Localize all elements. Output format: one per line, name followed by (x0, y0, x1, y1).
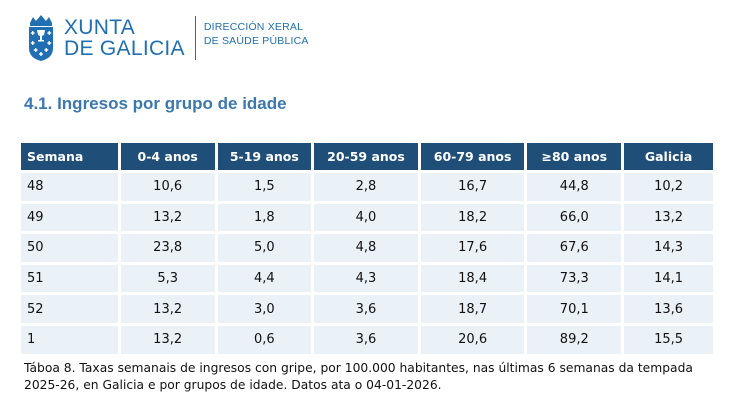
table-cell: 3,6 (314, 325, 418, 354)
xunta-wordmark: XUNTA DE GALICIA (64, 17, 185, 59)
table-cell: 48 (21, 173, 118, 201)
table-cell: 14,3 (624, 234, 713, 262)
logo-divider (194, 16, 196, 60)
table-row: 50 23,8 5,0 4,8 17,6 67,6 14,3 (21, 234, 713, 262)
table-cell: 44,8 (527, 173, 622, 201)
table-cell: 4,8 (314, 234, 418, 262)
table-cell: 89,2 (527, 325, 622, 354)
table-cell: 15,5 (624, 325, 713, 354)
table-cell: 17,6 (420, 234, 525, 262)
table-cell: 49 (21, 203, 118, 232)
table-cell: 73,3 (527, 264, 622, 293)
table-cell: 1 (21, 325, 118, 354)
column-header: 5-19 anos (217, 143, 312, 170)
table-cell: 13,6 (624, 295, 713, 323)
table-caption: Táboa 8. Taxas semanais de ingresos con … (24, 361, 693, 392)
table-cell: 13,2 (624, 203, 713, 232)
table-cell: 2,8 (314, 173, 418, 201)
column-header: 60-79 anos (420, 143, 525, 170)
table-cell: 5,0 (217, 234, 312, 262)
table-cell: 16,7 (420, 173, 525, 201)
table-cell: 18,2 (420, 203, 525, 232)
table-row: 49 13,2 1,8 4,0 18,2 66,0 13,2 (21, 203, 713, 232)
table-cell: 52 (21, 295, 118, 323)
dept-line1: DIRECCIÓN XERAL (203, 21, 304, 33)
table-cell: 4,3 (314, 264, 418, 293)
table-cell: 4,0 (314, 203, 418, 232)
table-cell: 67,6 (527, 234, 622, 262)
table-cell: 3,6 (314, 295, 418, 323)
table-cell: 13,2 (120, 325, 215, 354)
table-cell: 1,5 (217, 173, 312, 201)
table-cell: 10,6 (120, 173, 215, 201)
galicia-crest-icon (29, 15, 53, 61)
table-cell: 13,2 (120, 203, 215, 232)
table-header-row: Semana 0-4 anos 5-19 anos 20-59 anos 60-… (21, 143, 713, 170)
admissions-table: Semana 0-4 anos 5-19 anos 20-59 anos 60-… (18, 140, 716, 357)
table-cell: 3,0 (217, 295, 312, 323)
dept-line2: DE SAÚDE PÚBLICA (203, 35, 309, 47)
column-header: 20-59 anos (314, 143, 418, 170)
column-header: Galicia (624, 143, 713, 170)
table-row: 1 13,2 0,6 3,6 20,6 89,2 15,5 (21, 325, 713, 354)
table-cell: 50 (21, 234, 118, 262)
table-cell: 51 (21, 264, 118, 293)
column-header: ≥80 anos (527, 143, 622, 170)
column-header: Semana (21, 143, 118, 170)
table-cell: 1,8 (217, 203, 312, 232)
table-cell: 20,6 (420, 325, 525, 354)
table-cell: 5,3 (120, 264, 215, 293)
table-cell: 0,6 (217, 325, 312, 354)
logo-line1: XUNTA (64, 16, 136, 39)
logo-line2: DE GALICIA (64, 37, 185, 60)
table-row: 48 10,6 1,5 2,8 16,7 44,8 10,2 (21, 173, 713, 201)
table-cell: 18,7 (420, 295, 525, 323)
table-cell: 66,0 (527, 203, 622, 232)
table-cell: 23,8 (120, 234, 215, 262)
department-name: DIRECCIÓN XERAL DE SAÚDE PÚBLICA (204, 20, 309, 48)
section-title: 4.1. Ingresos por grupo de idade (24, 94, 287, 113)
table-cell: 13,2 (120, 295, 215, 323)
table-cell: 14,1 (624, 264, 713, 293)
xunta-logo: XUNTA DE GALICIA DIRECCIÓN XERAL DE SAÚD… (26, 14, 309, 62)
table-cell: 70,1 (527, 295, 622, 323)
table-cell: 4,4 (217, 264, 312, 293)
table-cell: 18,4 (420, 264, 525, 293)
table-row: 51 5,3 4,4 4,3 18,4 73,3 14,1 (21, 264, 713, 293)
column-header: 0-4 anos (120, 143, 215, 170)
table-cell: 10,2 (624, 173, 713, 201)
table-row: 52 13,2 3,0 3,6 18,7 70,1 13,6 (21, 295, 713, 323)
